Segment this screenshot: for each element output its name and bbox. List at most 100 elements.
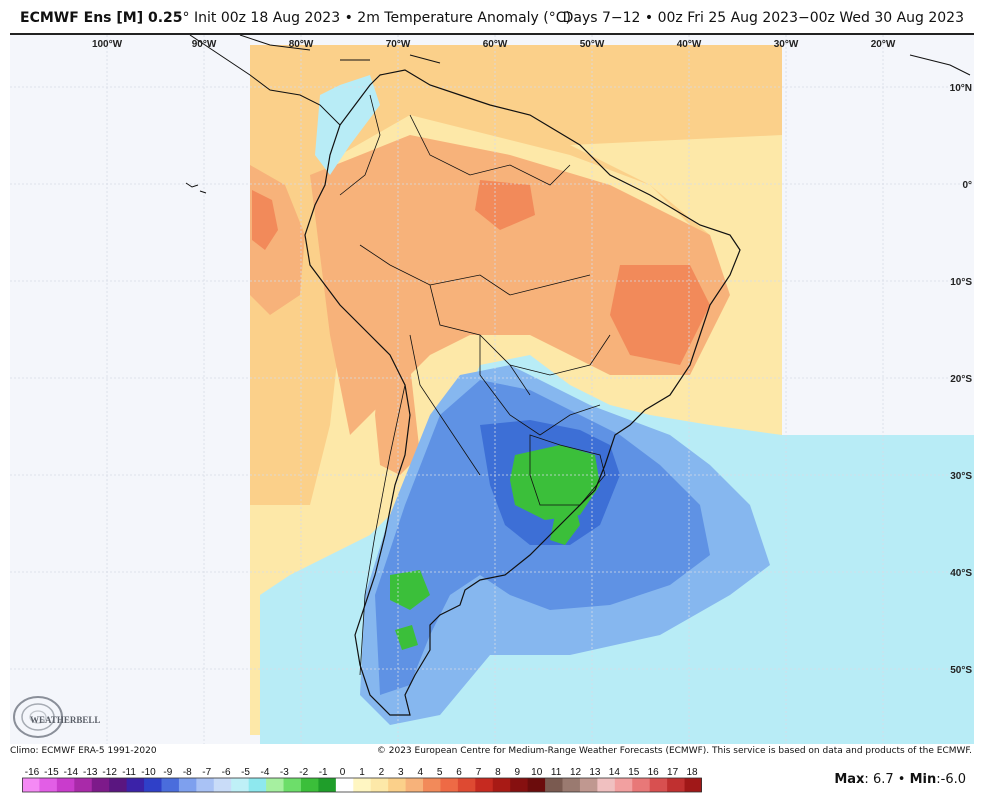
caribbean-islands xyxy=(239,35,971,76)
colorbar-tick-label: 5 xyxy=(437,767,443,778)
valid-period: Days 7−12 • 00z Fri 25 Aug 2023−00z Wed … xyxy=(562,10,964,26)
colorbar-tick-label: 6 xyxy=(456,767,462,778)
colorbar-tick-label: -12 xyxy=(102,767,117,778)
colorbar-tick-label: -8 xyxy=(183,767,192,778)
central-america-coastline xyxy=(189,35,341,126)
colorbar-tick-label: 15 xyxy=(628,767,640,778)
colorbar-swatch xyxy=(370,778,389,792)
colorbar-swatch xyxy=(318,778,337,792)
colorbar-swatch xyxy=(283,778,302,792)
colorbar-tick-label: 9 xyxy=(515,767,521,778)
colorbar-swatch xyxy=(388,778,407,792)
lat-label: 30°S xyxy=(950,471,972,482)
colorbar-swatch xyxy=(196,778,215,792)
header-rule xyxy=(10,33,974,35)
lat-label: 40°S xyxy=(950,568,972,579)
colorbar-tick-label: 8 xyxy=(495,767,501,778)
colorbar-tick-label: -7 xyxy=(202,767,211,778)
separator: • xyxy=(897,772,906,787)
colorbar-tick-label: -16 xyxy=(25,767,40,778)
colorbar: -16 -15 -14 -13 -12 -11 -10 -9 -8 -7 -6 -5 -4 -3 -2 -1 0… xyxy=(22,767,702,793)
field-name: 2m Temperature Anomaly (°C) xyxy=(357,10,571,26)
colorbar-tick-label: 12 xyxy=(570,767,582,778)
colorbar-swatch xyxy=(39,778,58,792)
colorbar-swatch xyxy=(178,778,197,792)
colorbar-tick-label: -5 xyxy=(241,767,250,778)
colorbar-frame xyxy=(22,777,702,793)
colorbar-tick-label: 10 xyxy=(531,767,543,778)
colorbar-swatch xyxy=(614,778,633,792)
bullet: • xyxy=(344,10,353,26)
colorbar-swatch xyxy=(492,778,511,792)
colorbar-swatch xyxy=(231,778,250,792)
colorbar-tick-label: 17 xyxy=(667,767,679,778)
colorbar-tick-label: 16 xyxy=(648,767,660,778)
lat-label: 0° xyxy=(962,180,972,191)
colorbar-tick-label: 11 xyxy=(551,767,562,778)
colorbar-tick-label: 1 xyxy=(359,767,365,778)
colorbar-tick-label: -11 xyxy=(122,767,136,778)
max-value: 6.7 xyxy=(872,772,894,787)
south-america-coastline xyxy=(304,69,741,716)
climo-note: Climo: ECMWF ERA-5 1991-2020 xyxy=(10,746,157,756)
colorbar-tick-label: -10 xyxy=(141,767,156,778)
colorbar-swatch xyxy=(22,778,40,792)
colorbar-swatch xyxy=(300,778,319,792)
colorbar-tick-label: 13 xyxy=(589,767,601,778)
header: ECMWF Ens [M] 0.25° Init 00z 18 Aug 2023… xyxy=(0,0,984,34)
lon-label: 100°W xyxy=(92,39,123,50)
colorbar-swatch xyxy=(440,778,459,792)
colorbar-tick-label: -15 xyxy=(44,767,59,778)
colorbar-swatch xyxy=(667,778,686,792)
warm-band-north xyxy=(250,45,782,235)
colorbar-tick-label: -14 xyxy=(64,767,79,778)
colorbar-swatch xyxy=(457,778,476,792)
colorbar-tick-label: -4 xyxy=(260,767,269,778)
colorbar-swatch xyxy=(632,778,651,792)
colorbar-swatch xyxy=(74,778,93,792)
colorbar-tick-label: 18 xyxy=(686,767,698,778)
colorbar-tick-label: 14 xyxy=(609,767,621,778)
colorbar-tick-label: -1 xyxy=(319,767,328,778)
min-value: -6.0 xyxy=(940,772,966,787)
anomaly-map: 100°W 90°W 80°W 70°W 60°W 50°W 40°W 30°W… xyxy=(10,35,974,744)
colorbar-swatch xyxy=(423,778,441,792)
warm-atlantic-ne xyxy=(570,135,782,235)
lon-label: 30°W xyxy=(774,39,799,50)
colorbar-swatch xyxy=(597,778,616,792)
lon-label: 40°W xyxy=(677,39,702,50)
colorbar-swatch xyxy=(562,778,581,792)
lat-label: 10°S xyxy=(950,277,972,288)
max-label: Max xyxy=(834,772,865,787)
colorbar-tick-label: 4 xyxy=(417,767,423,778)
colorbar-swatch xyxy=(527,778,546,792)
colorbar-swatch xyxy=(109,778,128,792)
colorbar-swatch xyxy=(248,778,267,792)
lon-label: 70°W xyxy=(386,39,411,50)
lat-label: 20°S xyxy=(950,374,972,385)
title-left: ECMWF Ens [M] 0.25° Init 00z 18 Aug 2023… xyxy=(20,10,571,26)
model-name: ECMWF Ens [M] 0.25 xyxy=(20,10,183,26)
warm-hot-pacific xyxy=(252,190,278,250)
max-min-readout: Max: 6.7 • Min:-6.0 xyxy=(834,772,966,787)
colorbar-swatch xyxy=(335,778,354,792)
lat-label: 50°S xyxy=(950,665,972,676)
colorbar-swatch xyxy=(684,778,702,792)
lon-label: 50°W xyxy=(580,39,605,50)
lon-label: 20°W xyxy=(871,39,896,50)
green-anomaly-uruguay xyxy=(510,445,600,520)
colorbar-swatch xyxy=(353,778,372,792)
colorbar-tick-label: -6 xyxy=(222,767,231,778)
green-anomaly-patagonia xyxy=(390,570,430,610)
weatherbell-logo: WEATHERBELL xyxy=(13,696,100,738)
colorbar-swatch xyxy=(144,778,162,792)
colorbar-swatch xyxy=(545,778,564,792)
colorbar-swatch xyxy=(91,778,110,792)
colorbar-swatch xyxy=(213,778,232,792)
warm-hot-brazil xyxy=(610,265,710,365)
colorbar-swatch xyxy=(649,778,668,792)
colorbar-tick-label: -13 xyxy=(83,767,98,778)
colorbar-swatch xyxy=(510,778,529,792)
lon-labels: 100°W 90°W 80°W 70°W 60°W 50°W 40°W 30°W… xyxy=(92,39,896,50)
init-time: Init 00z 18 Aug 2023 xyxy=(193,10,341,26)
